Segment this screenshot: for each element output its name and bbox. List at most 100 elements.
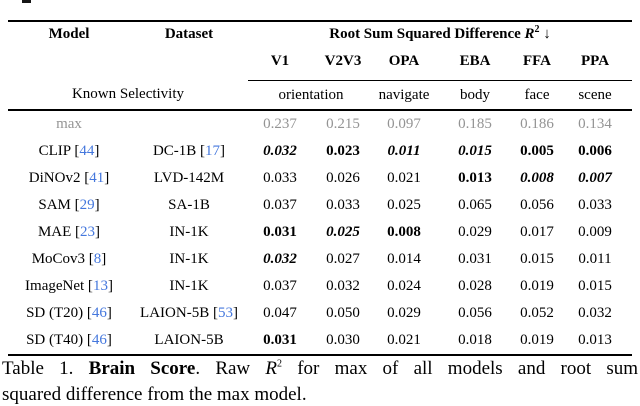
model-cell: MAE [23] <box>37 224 101 240</box>
value-cell: 0.029 <box>458 224 492 240</box>
dataset-cell: LVD-142M <box>153 170 225 186</box>
dataset-cell: SA-1B <box>168 197 210 213</box>
value-cell: 0.008 <box>387 224 421 240</box>
value-cell: 0.015 <box>520 251 554 267</box>
table-row: ImageNet [13] IN-1K 0.037 0.032 0.024 0.028 0.… <box>8 273 632 300</box>
r-squared-exponent: 2 <box>534 23 540 35</box>
value-cell: 0.031 <box>263 224 297 240</box>
value-cell: 0.019 <box>520 278 554 294</box>
value-cell: 0.031 <box>248 327 312 356</box>
model-cell: ImageNet [13] <box>25 278 113 294</box>
caption-rest: for max of all models and root sum <box>297 358 639 379</box>
value-cell: 0.033 <box>326 197 360 213</box>
value-cell: 0.032 <box>263 143 297 159</box>
value-cell: 0.037 <box>263 278 297 294</box>
value-cell: 0.005 <box>520 143 554 159</box>
dataset-cell: LAION-5B [53] <box>140 305 238 321</box>
value-cell: 0.013 <box>558 327 633 356</box>
group-header-text: Root Sum Squared Difference <box>329 25 521 42</box>
table-row: CLIP [44] DC-1B [17] 0.032 0.023 0.011 0.015 0… <box>8 138 632 165</box>
selectivity-face: face <box>516 80 558 111</box>
col-header-dataset: Dataset <box>164 25 214 42</box>
model-cell: max <box>56 116 82 132</box>
value-cell: 0.021 <box>374 327 434 356</box>
value-cell: 0.029 <box>387 305 421 321</box>
caption-line-2: squared difference from the max model. <box>2 384 307 405</box>
col-header-eba: EBA <box>434 46 516 81</box>
table-row: SD (T40) [46] LAION-5B 0.031 0.030 0.021 0.01… <box>8 327 633 356</box>
value-cell: 0.007 <box>578 170 612 186</box>
col-header-ppa: PPA <box>558 46 633 81</box>
value-cell: 0.056 <box>458 305 492 321</box>
model-cell: CLIP [44] <box>38 143 100 159</box>
selectivity-body: body <box>434 80 516 111</box>
value-cell: 0.033 <box>263 170 297 186</box>
selectivity-orientation: orientation <box>248 80 374 111</box>
value-cell: 0.027 <box>326 251 360 267</box>
citation-link[interactable]: 23 <box>80 224 96 240</box>
model-cell: MoCov3 [8] <box>31 251 107 267</box>
table-row: SAM [29] SA-1B 0.037 0.033 0.025 0.065 0.056 0.… <box>8 192 632 219</box>
value-cell: 0.047 <box>263 305 297 321</box>
citation-link[interactable]: 13 <box>92 278 108 294</box>
value-cell: 0.065 <box>458 197 492 213</box>
model-cell: SAM [29] <box>38 197 100 213</box>
caption-title: Brain Score <box>88 358 196 379</box>
dataset-cell: DC-1B [17] <box>152 143 226 159</box>
value-cell: 0.017 <box>520 224 554 240</box>
value-cell: 0.032 <box>326 278 360 294</box>
value-cell: 0.006 <box>578 143 612 159</box>
dataset-cell: LAION-5B <box>130 327 248 356</box>
caption-label: Table 1. <box>2 358 74 379</box>
model-cell: SD (T20) [46] <box>26 305 112 321</box>
dataset-cell: IN-1K <box>169 278 209 294</box>
citation-link[interactable]: 41 <box>89 170 105 186</box>
model-cell: SD (T40) [46] <box>8 327 130 356</box>
citation-link[interactable]: 29 <box>79 197 95 213</box>
value-cell: 0.024 <box>387 278 421 294</box>
table-caption: Table 1. Brain Score. Raw R2 for max of … <box>2 358 638 406</box>
citation-link[interactable]: 46 <box>91 305 107 321</box>
value-cell: 0.023 <box>326 143 360 159</box>
table-row: MAE [23] IN-1K 0.031 0.025 0.008 0.029 0.017 0.… <box>8 219 632 246</box>
value-cell: 0.032 <box>578 305 612 321</box>
dataset-cell <box>130 110 248 138</box>
citation-link[interactable]: 53 <box>217 305 233 321</box>
header-row-rois: V1 V2V3 OPA EBA FFA PPA <box>8 46 633 81</box>
table-row: max 0.237 0.215 0.097 0.185 0.186 0.134 <box>8 110 632 138</box>
value-cell: 0.033 <box>578 197 612 213</box>
brain-score-table: Model Dataset Root Sum Squared Differenc… <box>8 20 633 356</box>
value-cell: 0.019 <box>516 327 558 356</box>
selectivity-navigate: navigate <box>374 80 434 111</box>
col-header-ffa: FFA <box>516 46 558 81</box>
value-cell: 0.134 <box>578 116 612 132</box>
value-cell: 0.052 <box>520 305 554 321</box>
caption-after-title: . Raw <box>195 358 251 379</box>
citation-link[interactable]: 8 <box>93 251 102 267</box>
table-row: DiNOv2 [41] LVD-142M 0.033 0.026 0.021 0.013 0… <box>8 165 632 192</box>
value-cell: 0.008 <box>520 170 554 186</box>
col-header-model: Model <box>48 25 90 42</box>
value-cell: 0.015 <box>458 143 492 159</box>
r-squared-symbol: R <box>524 25 535 42</box>
value-cell: 0.037 <box>263 197 297 213</box>
citation-link[interactable]: 44 <box>79 143 95 159</box>
value-cell: 0.032 <box>263 251 297 267</box>
value-cell: 0.026 <box>326 170 360 186</box>
value-cell: 0.050 <box>326 305 360 321</box>
caption-r-exponent: 2 <box>277 358 282 370</box>
value-cell: 0.013 <box>458 170 492 186</box>
citation-link[interactable]: 17 <box>205 143 221 159</box>
citation-link[interactable]: 46 <box>91 332 107 348</box>
col-header-opa: OPA <box>374 46 434 81</box>
selectivity-scene: scene <box>558 80 633 111</box>
caption-r-symbol: R <box>265 358 277 379</box>
value-cell: 0.028 <box>458 278 492 294</box>
empty-cell <box>8 46 130 81</box>
group-header-rssd: Root Sum Squared Difference R2 ↓ <box>248 21 632 46</box>
value-cell: 0.030 <box>312 327 374 356</box>
value-cell: 0.215 <box>326 116 360 132</box>
header-row-selectivity: Known Selectivity orientation navigate b… <box>8 80 633 111</box>
value-cell: 0.025 <box>387 197 421 213</box>
